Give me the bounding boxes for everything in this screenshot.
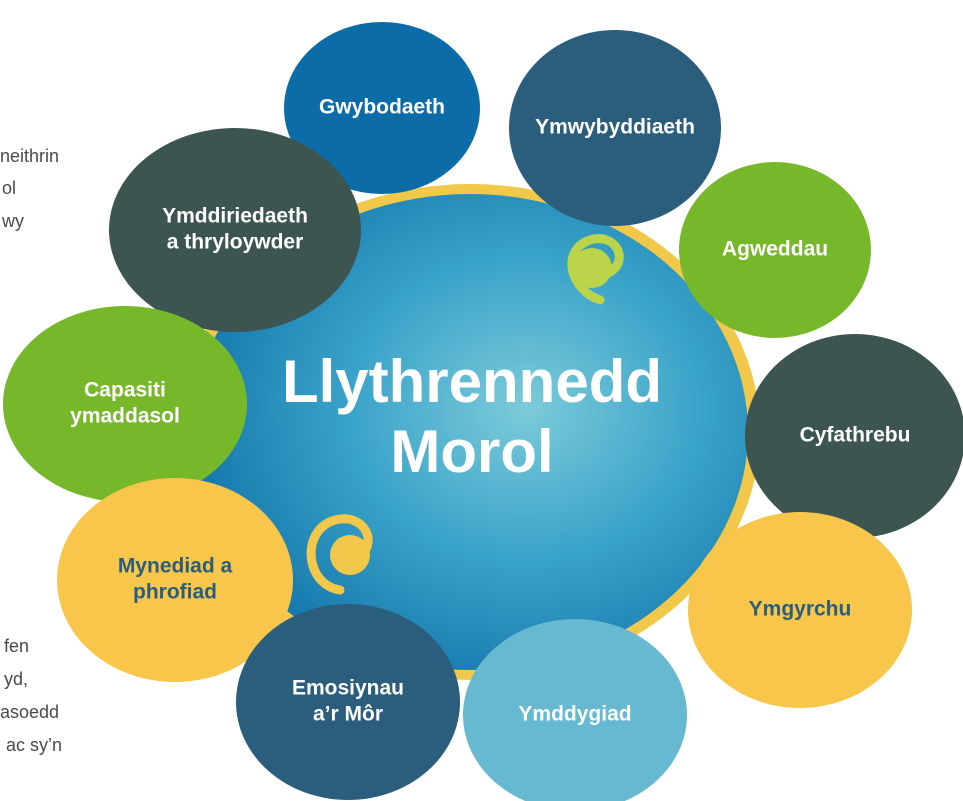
node-label: a thryloywder — [167, 231, 304, 254]
side-text-line: asoedd — [0, 702, 59, 722]
diagram: neithrin ol wy fen yd, asoedd ac sy’n Gwybodae… — [0, 0, 963, 801]
side-text-line: neithrin — [0, 146, 59, 166]
side-text-line: wy — [1, 211, 24, 231]
node-label: Agweddau — [722, 238, 828, 261]
node-label: phrofiad — [133, 581, 217, 604]
node-label: Ymwybyddiaeth — [535, 116, 695, 139]
side-text-line: ac sy’n — [6, 735, 62, 755]
page: neithrin ol wy fen yd, asoedd ac sy’n Gwybodae… — [0, 0, 963, 801]
node-label: Ymgyrchu — [749, 598, 852, 621]
center-title: Llythrennedd — [282, 348, 662, 415]
node-label: Capasiti — [84, 379, 166, 402]
spiral-dot — [572, 248, 612, 288]
node-label: Cyfathrebu — [800, 424, 911, 447]
node-label: ymaddasol — [70, 405, 180, 428]
center-title: Morol — [390, 418, 553, 485]
node-label: Ymddygiad — [518, 703, 631, 726]
side-text-line: fen — [4, 636, 29, 656]
side-text-line: yd, — [4, 669, 28, 689]
node-label: a’r Môr — [313, 703, 383, 726]
side-text-line: ol — [2, 178, 16, 198]
node-label: Gwybodaeth — [319, 96, 445, 119]
spiral-dot — [330, 535, 370, 575]
node-label: Emosiynau — [292, 677, 404, 700]
node-label: Mynediad a — [118, 555, 233, 578]
node-label: Ymddiriedaeth — [162, 205, 308, 228]
